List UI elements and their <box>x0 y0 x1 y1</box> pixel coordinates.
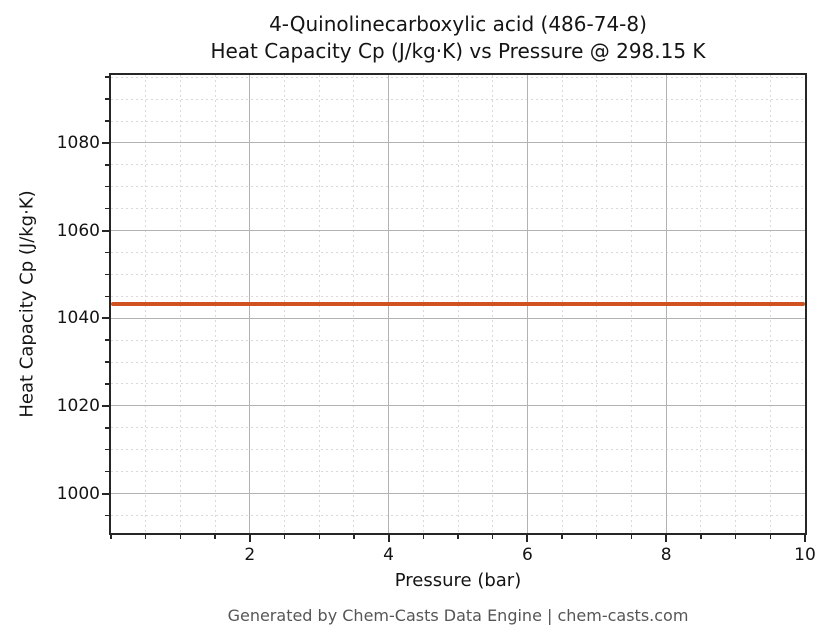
tick-x-minor <box>214 535 216 539</box>
tick-x-minor <box>145 535 147 539</box>
x-tick-label: 2 <box>244 545 256 565</box>
y-tick-label: 1020 <box>56 395 100 416</box>
tick-y-minor <box>105 98 109 100</box>
tick-x-major <box>248 535 251 542</box>
chart-title-line1: 4-Quinolinecarboxylic acid (486-74-8) <box>269 12 647 36</box>
plot-area: 2 4 6 8 10 1000 1020 1040 1060 1080 <box>57 73 816 565</box>
tick-y-major <box>102 404 109 407</box>
tick-x-major <box>526 535 529 542</box>
tick-y-major <box>102 317 109 320</box>
gridline-y-minor <box>111 186 805 188</box>
tick-x-minor <box>630 535 633 539</box>
gridline-y-minor <box>111 471 805 473</box>
gridline-y-minor <box>111 208 805 210</box>
x-tick-label: 8 <box>660 545 672 565</box>
tick-y-minor <box>105 339 109 341</box>
gridline-y-minor <box>111 514 805 516</box>
tick-x-minor <box>734 535 737 539</box>
tick-y-minor <box>105 251 109 254</box>
tick-y-minor <box>105 76 109 78</box>
gridline-y-minor <box>111 427 805 429</box>
tick-x-minor <box>422 535 424 539</box>
tick-y-major <box>102 492 109 495</box>
x-axis-label: Pressure (bar) <box>394 570 522 591</box>
tick-x-minor <box>596 535 598 539</box>
gridline-y-major <box>111 317 805 319</box>
tick-x-minor <box>110 535 112 539</box>
gridline-y-minor <box>111 98 805 100</box>
y-axis-label: Heat Capacity Cp (J/kg·K) <box>16 190 38 418</box>
gridline-y-major <box>111 142 805 144</box>
tick-x-major <box>665 535 668 542</box>
tick-x-minor <box>318 535 320 539</box>
tick-y-minor <box>105 383 109 385</box>
tick-y-minor <box>105 514 109 517</box>
tick-y-minor <box>105 470 109 473</box>
chart-title: 4-Quinolinecarboxylic acid (486-74-8) He… <box>109 11 807 65</box>
tick-y-minor <box>105 449 109 451</box>
y-tick-label: 1080 <box>56 132 100 153</box>
tick-y-minor <box>105 361 109 363</box>
gridline-y-minor <box>111 120 805 122</box>
tick-y-minor <box>105 207 109 210</box>
tick-y-minor <box>105 427 109 429</box>
tick-y-minor <box>105 164 109 166</box>
tick-x-minor <box>769 535 771 539</box>
tick-x-minor <box>179 535 182 539</box>
gridline-y-minor <box>111 339 805 341</box>
tick-y-major <box>102 141 109 144</box>
gridline-y-major <box>111 493 805 495</box>
gridline-y-minor <box>111 164 805 166</box>
y-tick-label: 1060 <box>56 220 100 241</box>
tick-x-minor <box>492 535 494 539</box>
x-tick-label: 4 <box>383 545 395 565</box>
gridline-y-minor <box>111 273 805 275</box>
chart-title-line2: Heat Capacity Cp (J/kg·K) vs Pressure @ … <box>210 39 706 63</box>
x-tick-label: 6 <box>521 545 533 565</box>
tick-x-minor <box>457 535 459 539</box>
gridline-y-minor <box>111 361 805 363</box>
tick-x-major <box>387 535 390 542</box>
tick-y-minor <box>105 186 109 188</box>
gridline-y-minor <box>111 252 805 253</box>
y-tick-label: 1040 <box>56 308 100 329</box>
tick-x-major <box>804 535 806 542</box>
tick-y-minor <box>105 295 109 298</box>
y-tick-label: 1000 <box>56 483 100 504</box>
tick-x-minor <box>700 535 702 539</box>
gridline-y-minor <box>111 295 805 297</box>
tick-y-minor <box>105 273 109 276</box>
gridline-y-minor <box>111 383 805 385</box>
footer-credit: Generated by Chem-Casts Data Engine | ch… <box>227 606 689 625</box>
tick-y-minor <box>105 120 109 122</box>
gridline-y-minor <box>111 449 805 451</box>
gridline-y-minor <box>111 76 805 78</box>
series-line <box>111 301 805 306</box>
x-tick-label: 10 <box>794 545 816 565</box>
gridline-y-major <box>111 405 805 407</box>
tick-y-major <box>102 229 109 232</box>
gridline-y-major <box>111 230 805 232</box>
tick-x-minor <box>283 535 286 539</box>
tick-x-minor <box>353 535 355 539</box>
tick-x-minor <box>561 535 563 539</box>
